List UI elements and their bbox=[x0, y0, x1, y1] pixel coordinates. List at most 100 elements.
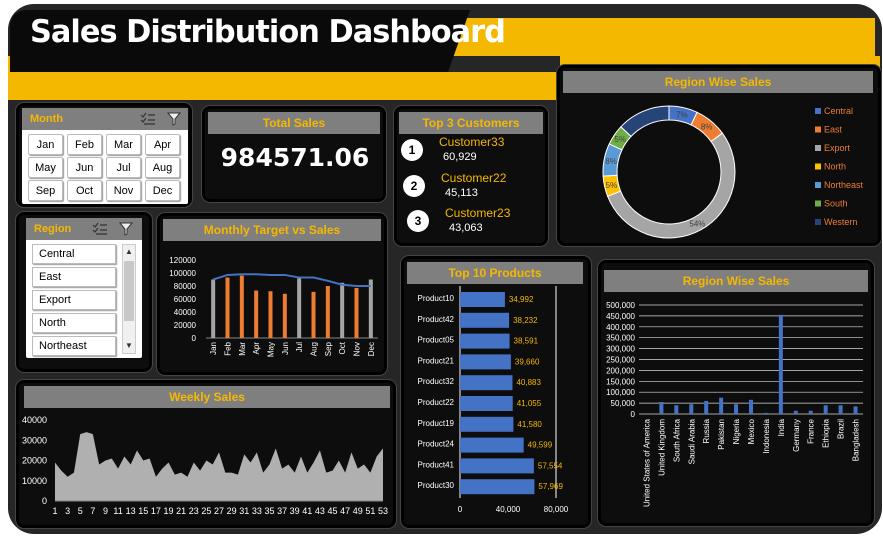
region-button-central[interactable]: Central bbox=[32, 244, 116, 264]
y-tick-label: 150,000 bbox=[606, 377, 635, 386]
month-button-sep[interactable]: Sep bbox=[28, 180, 63, 201]
rank-badge: 3 bbox=[407, 210, 429, 232]
scroll-thumb[interactable] bbox=[124, 261, 134, 321]
product-bar-product32 bbox=[460, 375, 513, 391]
month-button-dec[interactable]: Dec bbox=[145, 180, 180, 201]
monthly-bar-sep bbox=[325, 286, 330, 338]
x-tick-label: South Africa bbox=[672, 418, 681, 462]
x-tick-label: Nigeria bbox=[732, 418, 741, 444]
product-label: Product30 bbox=[418, 481, 455, 490]
monthly-bar-mar bbox=[239, 275, 244, 338]
region-button-export[interactable]: Export bbox=[32, 290, 116, 310]
pie-data-label: 5% bbox=[614, 135, 626, 144]
top-products-chart: Product10 34,992 Product42 38,232 Product05 3… bbox=[418, 286, 569, 514]
clear-filter-icon[interactable] bbox=[167, 112, 181, 126]
y-tick-label: 10000 bbox=[22, 476, 47, 486]
region-bar bbox=[763, 412, 768, 414]
x-tick-label: United States of America bbox=[642, 418, 651, 507]
product-label: Product42 bbox=[418, 315, 455, 324]
month-button-aug[interactable]: Aug bbox=[145, 157, 180, 178]
scroll-up-icon[interactable]: ▲ bbox=[125, 247, 133, 256]
y-tick-label: 0 bbox=[631, 410, 636, 419]
x-tick-label: Bangladesh bbox=[852, 419, 861, 461]
legend-label-northeast: Northeast bbox=[824, 180, 864, 190]
y-tick-label: 450,000 bbox=[606, 312, 635, 321]
product-bar-product19 bbox=[460, 416, 514, 432]
multi-select-icon[interactable] bbox=[92, 222, 108, 236]
x-tick-label: Pakistan bbox=[717, 419, 726, 450]
monthly-bar-jun bbox=[282, 293, 287, 338]
monthly-bar-jan bbox=[211, 279, 216, 338]
region-bar bbox=[853, 406, 858, 414]
legend-label-central: Central bbox=[824, 106, 853, 116]
x-tick-label: 0 bbox=[458, 505, 463, 514]
y-tick-label: 250,000 bbox=[606, 356, 635, 365]
x-tick-label: Saudi Arabia bbox=[687, 418, 696, 464]
x-tick-label: 37 bbox=[277, 506, 287, 516]
pie-slice-western bbox=[620, 105, 670, 138]
y-tick-label: 30000 bbox=[22, 435, 47, 445]
x-tick-label: 39 bbox=[290, 506, 300, 516]
month-button-nov[interactable]: Nov bbox=[106, 180, 141, 201]
month-button-jun[interactable]: Jun bbox=[67, 157, 102, 178]
monthly-bar-dec bbox=[368, 279, 373, 338]
x-tick-label: Jan bbox=[209, 342, 218, 355]
weekly-area bbox=[55, 432, 383, 501]
product-label: Product41 bbox=[418, 460, 455, 469]
region-slicer-title: Region bbox=[34, 223, 72, 235]
y-tick-label: 50,000 bbox=[611, 399, 636, 408]
region-bar bbox=[689, 404, 694, 414]
month-button-oct[interactable]: Oct bbox=[67, 180, 102, 201]
x-tick-label: 31 bbox=[239, 506, 249, 516]
x-tick-label: 47 bbox=[340, 506, 350, 516]
customer-value: 60,929 bbox=[443, 151, 477, 163]
scroll-down-icon[interactable]: ▼ bbox=[125, 341, 133, 350]
x-tick-label: Indonesia bbox=[762, 418, 771, 453]
month-button-may[interactable]: May bbox=[28, 157, 63, 178]
month-button-jul[interactable]: Jul bbox=[106, 157, 141, 178]
month-button-mar[interactable]: Mar bbox=[106, 134, 141, 155]
region-bar bbox=[704, 400, 709, 414]
x-tick-label: 1 bbox=[52, 506, 57, 516]
month-button-feb[interactable]: Feb bbox=[67, 134, 102, 155]
rank-badge: 2 bbox=[403, 175, 425, 197]
x-tick-label: Feb bbox=[224, 341, 233, 355]
legend-swatch bbox=[815, 145, 821, 151]
month-button-jan[interactable]: Jan bbox=[28, 134, 63, 155]
region-button-east[interactable]: East bbox=[32, 267, 116, 287]
x-tick-label: 17 bbox=[151, 506, 161, 516]
multi-select-icon[interactable] bbox=[140, 112, 156, 126]
y-tick-label: 80000 bbox=[174, 282, 197, 291]
x-tick-label: 7 bbox=[90, 506, 95, 516]
weekly-chart-panel: Weekly Sales 0 10000 20000 30000 40000 1 3 5 7 9 1… bbox=[16, 380, 396, 528]
clear-filter-icon[interactable] bbox=[119, 222, 133, 236]
region-bar bbox=[674, 405, 679, 414]
x-tick-label: 27 bbox=[214, 506, 224, 516]
region-bar bbox=[749, 399, 753, 414]
product-value-label: 38,232 bbox=[513, 316, 538, 325]
x-tick-label: Brazil bbox=[837, 419, 846, 439]
y-tick-label: 200,000 bbox=[606, 366, 635, 375]
product-value-label: 49,599 bbox=[528, 441, 553, 450]
top-customers-panel: Top 3 Customers 1 Customer33 60,929 2 Cus… bbox=[394, 106, 548, 246]
customer-row: 3 Customer23 43,063 bbox=[407, 206, 547, 240]
legend-swatch bbox=[815, 219, 821, 225]
monthly-bar-oct bbox=[340, 282, 345, 338]
region-button-northeast[interactable]: Northeast bbox=[32, 336, 116, 356]
month-slicer-header: Month bbox=[22, 108, 188, 130]
x-tick-label: 21 bbox=[176, 506, 186, 516]
x-tick-label: France bbox=[807, 418, 816, 443]
customer-name: Customer33 bbox=[439, 135, 505, 149]
x-tick-label: 5 bbox=[78, 506, 83, 516]
y-tick-label: 100000 bbox=[169, 269, 196, 278]
x-tick-label: 40,000 bbox=[496, 505, 521, 514]
region-scrollbar[interactable]: ▲ ▼ bbox=[122, 244, 136, 354]
month-button-apr[interactable]: Apr bbox=[145, 134, 180, 155]
product-label: Product21 bbox=[418, 356, 455, 365]
monthly-chart-panel: Monthly Target vs Sales 0 20000 40000 60000… bbox=[157, 213, 387, 375]
product-label: Product32 bbox=[418, 377, 455, 386]
legend-label-export: Export bbox=[824, 143, 851, 153]
region-button-north[interactable]: North bbox=[32, 313, 116, 333]
monthly-bar-nov bbox=[354, 287, 359, 338]
